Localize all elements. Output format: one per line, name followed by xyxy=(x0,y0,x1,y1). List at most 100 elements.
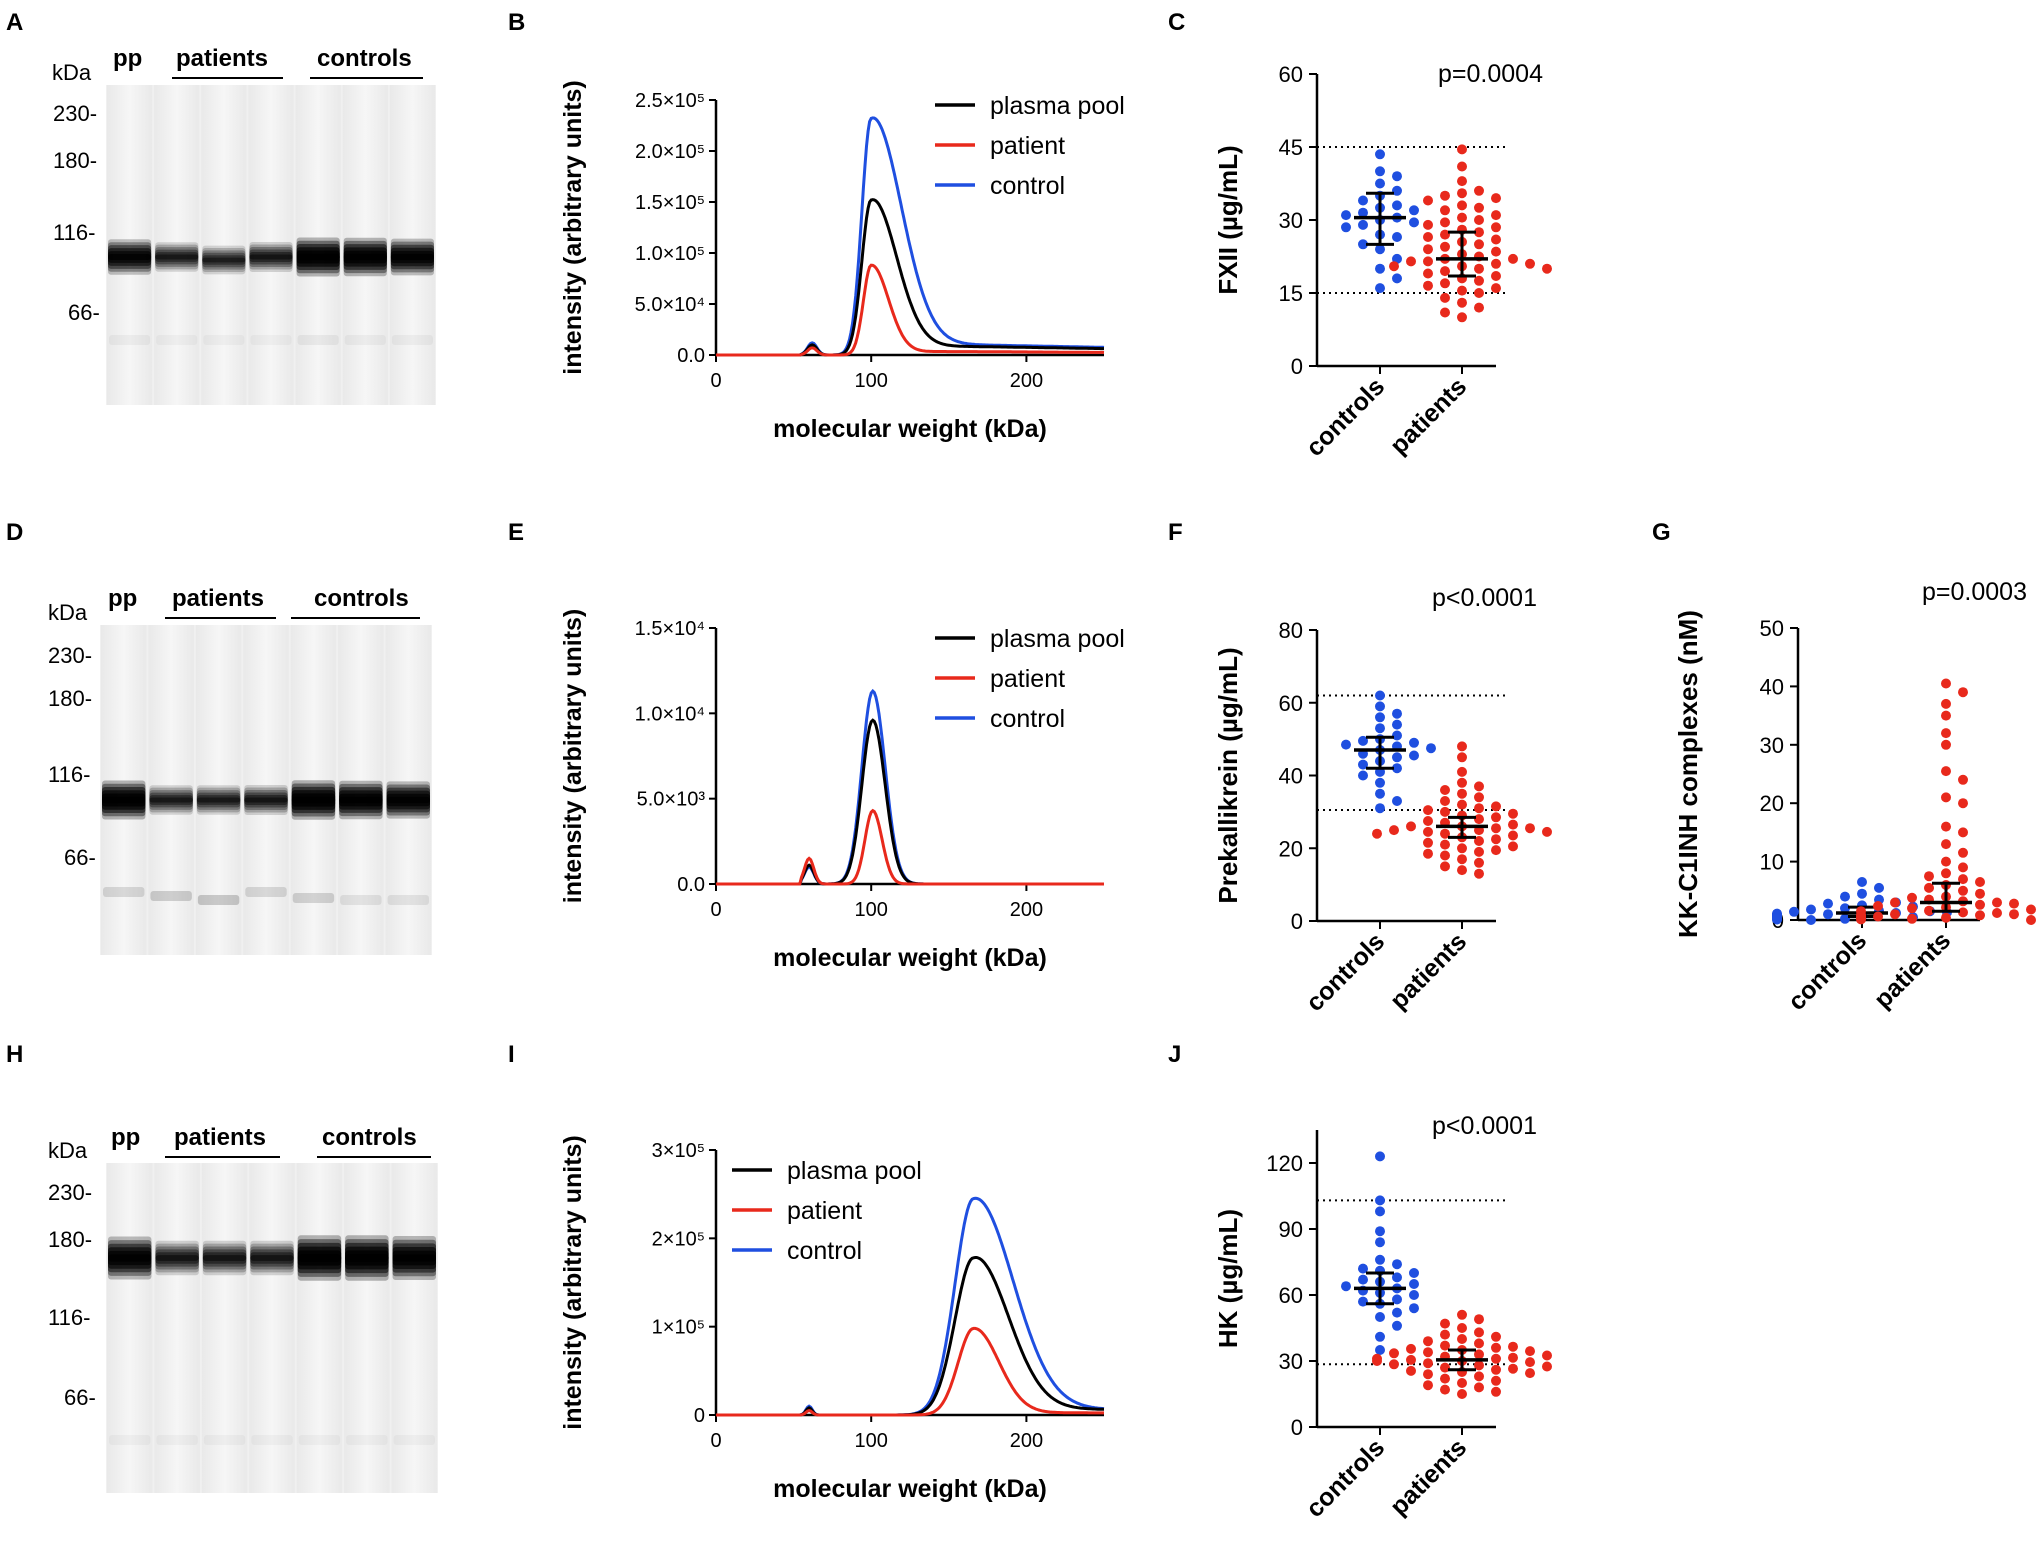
data-point xyxy=(1440,307,1450,318)
data-point xyxy=(1474,792,1484,803)
x-axis-title: molecular weight (kDa) xyxy=(773,944,1047,972)
data-point xyxy=(1474,803,1484,814)
data-point xyxy=(1457,161,1467,172)
data-point xyxy=(1491,222,1501,233)
data-point xyxy=(1423,805,1433,816)
y-tick-label: 90 xyxy=(1279,1217,1303,1242)
data-point xyxy=(1440,785,1450,795)
gel-h-kda-label: kDa xyxy=(48,1138,88,1163)
data-point xyxy=(1392,171,1402,182)
y-tick-label: 10 xyxy=(1760,850,1784,875)
panel-d-gel: D kDa pp patients controls 230- 180- 116… xyxy=(6,519,432,955)
data-point xyxy=(1440,1362,1450,1373)
data-point xyxy=(1474,836,1484,846)
data-point xyxy=(1375,1331,1385,1342)
gel-band xyxy=(296,253,340,261)
data-point xyxy=(1491,1353,1501,1364)
data-point xyxy=(1341,210,1351,221)
data-point xyxy=(1457,777,1467,788)
data-point xyxy=(1941,868,1951,879)
data-point xyxy=(1375,1312,1385,1322)
data-point xyxy=(1840,903,1850,914)
data-point xyxy=(1907,913,1917,924)
gel-band xyxy=(202,245,246,275)
gel-band-low xyxy=(150,891,192,901)
chart-b: 0.0 5.0×10⁴ 1.0×10⁵ 1.5×10⁵ 2.0×10⁵ 2.5×10⁵ 0 1… xyxy=(559,80,1125,443)
chart-e: 0.0 5.0×10³ 1.0×10⁴ 1.5×10⁴ 0 100 200 molecular… xyxy=(559,609,1125,972)
y-tick-label: 20 xyxy=(1760,791,1784,816)
data-point xyxy=(1491,234,1501,245)
data-point xyxy=(1542,263,1552,274)
data-point xyxy=(1890,897,1900,908)
y-tick-label: 1×10⁵ xyxy=(652,1317,705,1339)
y-axis-title: intensity (arbitrary units) xyxy=(559,1135,587,1430)
x-tick-label: 200 xyxy=(1010,899,1043,921)
y-tick-label: 20 xyxy=(1279,836,1303,861)
data-point xyxy=(1375,777,1385,788)
data-point xyxy=(1406,1354,1416,1365)
gel-band xyxy=(155,249,199,265)
y-axis-title: intensity (arbitrary units) xyxy=(559,80,587,375)
legend-label-control: control xyxy=(990,172,1065,200)
data-point xyxy=(1491,1375,1501,1386)
data-point xyxy=(1375,1254,1385,1265)
data-point xyxy=(1389,1348,1399,1359)
data-point xyxy=(1375,712,1385,723)
gel-lane xyxy=(249,1163,295,1493)
gel-band-low xyxy=(250,335,291,345)
gel-band xyxy=(297,1254,342,1262)
gel-band xyxy=(155,252,199,262)
data-point xyxy=(1440,1340,1450,1351)
y-tick-label: 0 xyxy=(1291,909,1303,934)
gel-d-marker-230: 230- xyxy=(48,643,92,668)
data-point xyxy=(1423,1380,1433,1391)
gel-lane xyxy=(107,1163,153,1493)
data-point xyxy=(1806,904,1816,915)
gel-band xyxy=(202,255,246,265)
gel-band-low xyxy=(297,335,339,345)
data-point xyxy=(1491,1364,1501,1375)
data-point xyxy=(1358,207,1368,218)
data-point xyxy=(1806,915,1816,925)
data-point xyxy=(1941,710,1951,721)
data-point xyxy=(1474,302,1484,313)
data-point xyxy=(1375,149,1385,160)
line-patient xyxy=(716,808,1104,886)
y-axis-title: FXII (µg/mL) xyxy=(1213,145,1243,294)
x-tick-label: 100 xyxy=(855,899,888,921)
x-tick-label: 100 xyxy=(855,370,888,392)
data-point xyxy=(1392,185,1402,196)
gel-a-lanes xyxy=(106,85,436,405)
data-point xyxy=(1423,816,1433,826)
y-tick-label: 3×10⁵ xyxy=(652,1140,705,1162)
data-point xyxy=(1890,909,1900,920)
data-point xyxy=(1457,200,1467,211)
data-point xyxy=(1440,828,1450,839)
panel-label-c: C xyxy=(1168,9,1185,36)
data-point xyxy=(1491,812,1501,823)
gel-d-pp-label: pp xyxy=(108,585,137,612)
data-point xyxy=(1358,239,1368,250)
gel-a-pp-label: pp xyxy=(113,45,142,72)
data-point xyxy=(1525,1357,1535,1368)
data-point xyxy=(1372,828,1382,839)
data-point xyxy=(1440,850,1450,861)
data-point xyxy=(1975,899,1985,910)
data-point xyxy=(1975,888,1985,899)
gel-band xyxy=(196,797,241,803)
gel-band xyxy=(149,797,193,803)
data-point xyxy=(1491,193,1501,204)
gel-h-markers: 230- 180- 116- 66- xyxy=(48,1180,96,1410)
data-point xyxy=(1440,1384,1450,1395)
data-point xyxy=(1423,244,1433,255)
gel-band xyxy=(249,254,293,260)
data-point xyxy=(1457,788,1467,799)
gel-band-low xyxy=(344,335,386,345)
gel-band xyxy=(339,796,383,804)
gel-h-pp-label: pp xyxy=(111,1124,140,1151)
data-point xyxy=(1975,910,1985,921)
y-tick-label: 5.0×10⁴ xyxy=(635,294,705,316)
data-point xyxy=(1389,825,1399,836)
gel-band-low xyxy=(204,1435,245,1445)
